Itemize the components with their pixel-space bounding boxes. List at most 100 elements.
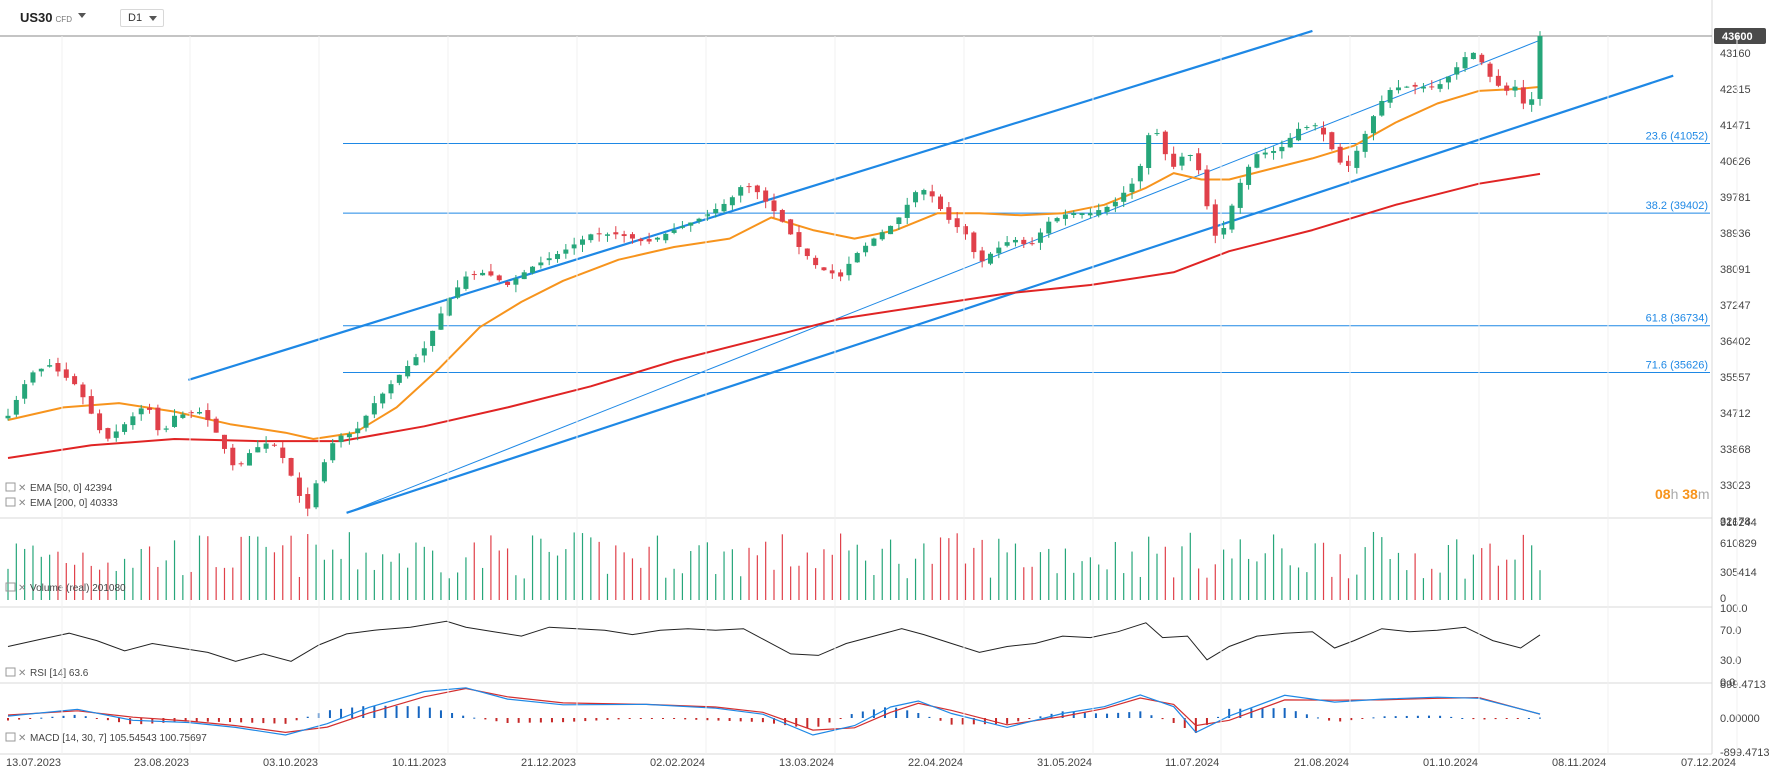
macd-histogram-bar [73, 714, 76, 718]
symbol-dropdown-icon[interactable] [78, 13, 86, 18]
volume-bar [848, 550, 850, 600]
candle-body [854, 253, 860, 263]
volume-bar [715, 574, 717, 600]
volume-legend-label: Volume (real) 201080 [30, 583, 126, 594]
volume-bar [1114, 541, 1116, 600]
macd-histogram-bar [961, 718, 964, 725]
volume-bar [182, 575, 184, 600]
volume-bar [265, 546, 267, 600]
macd-histogram-bar [206, 718, 209, 722]
candle-body [463, 276, 469, 289]
candle-body [679, 226, 685, 228]
candle-body [22, 384, 28, 399]
candle-body [1062, 214, 1068, 219]
candle-body [1487, 63, 1493, 77]
macd-histogram-bar [728, 718, 731, 721]
candle-body [55, 363, 61, 372]
volume-bar [165, 560, 167, 600]
volume-bar [656, 535, 659, 600]
candle-body [1337, 146, 1343, 163]
macd-histogram-bar [906, 710, 909, 718]
volume-bar [1289, 565, 1291, 600]
candle-body [221, 434, 227, 449]
candle-body [546, 258, 552, 261]
volume-bar [365, 552, 367, 600]
macd-histogram-bar [795, 718, 798, 727]
candle-body [13, 399, 19, 415]
candle-body [1362, 133, 1368, 152]
candle-body [1304, 127, 1310, 129]
volume-legend-menu-icon [5, 582, 16, 592]
candle-body [97, 413, 103, 431]
macd-histogram-bar [217, 718, 220, 722]
ema50-legend-menu-icon [5, 482, 16, 492]
macd-histogram-bar [628, 718, 631, 719]
volume-bar [348, 532, 350, 600]
candle-body [1504, 85, 1510, 91]
candle-body [38, 368, 44, 372]
macd-histogram-bar [661, 718, 664, 719]
macd-histogram-bar [1250, 708, 1253, 718]
volume-bar [407, 567, 409, 600]
volume-bar [382, 554, 384, 600]
price-axis-tick: 42315 [1720, 84, 1751, 96]
volume-bar [1264, 553, 1266, 600]
macd-axis-tick: -899.4713 [1720, 747, 1770, 759]
candle-body [1454, 67, 1460, 75]
timeframe-select[interactable]: D1 [120, 9, 164, 27]
macd-histogram-bar [928, 716, 931, 718]
candle-body [405, 365, 411, 377]
volume-bar [1531, 545, 1533, 600]
volume-bar [290, 535, 292, 600]
volume-bar [257, 536, 259, 600]
volume-bar [1098, 564, 1100, 600]
candle-body [1037, 232, 1043, 243]
volume-bar [631, 558, 634, 600]
volume-bar [673, 568, 675, 600]
macd-histogram-bar [306, 716, 309, 718]
volume-legend-close-icon: ✕ [18, 583, 26, 594]
volume-bar [273, 552, 276, 600]
volume-bar [157, 566, 159, 600]
macd-histogram-bar [1472, 718, 1475, 720]
volume-bar [1314, 543, 1316, 600]
volume-bar [798, 565, 800, 600]
volume-bar [815, 568, 817, 600]
volume-bar [581, 533, 584, 600]
price-axis-tick: 38091 [1720, 264, 1751, 276]
macd-histogram-bar [406, 706, 409, 718]
macd-axis-tick: 0.00000 [1720, 713, 1760, 725]
candle-body [904, 204, 910, 218]
symbol-selector[interactable]: US30 CFD [20, 10, 72, 25]
ema50-legend-label: EMA [50, 0] 42394 [30, 483, 113, 494]
candle-body [738, 187, 744, 196]
candle-body [338, 435, 344, 443]
volume-bar [1364, 547, 1366, 600]
macd-histogram-bar [995, 718, 998, 724]
macd-histogram-bar [1172, 718, 1175, 723]
macd-histogram-bar [650, 718, 653, 719]
volume-bar [998, 538, 1000, 600]
volume-bar [307, 534, 309, 600]
candle-body [1154, 133, 1160, 135]
macd-histogram-bar [1006, 718, 1009, 724]
macd-histogram-bar [739, 718, 742, 722]
macd-histogram-bar [40, 717, 43, 719]
chart-toolbar: US30 CFD D1 [0, 0, 1781, 36]
price-axis-tick: 37247 [1720, 300, 1751, 312]
candle-body [538, 262, 544, 266]
macd-histogram-bar [1128, 712, 1131, 718]
price-axis-tick: 32178 [1720, 516, 1751, 528]
volume-bar [473, 542, 475, 600]
candle-body [446, 298, 452, 316]
candle-body [280, 447, 286, 458]
macd-histogram-bar [972, 718, 975, 725]
candle-body [430, 330, 436, 346]
volume-bar [723, 551, 725, 600]
candle-body [1021, 239, 1027, 245]
macd-histogram-bar [1539, 717, 1541, 719]
candle-body [1212, 204, 1218, 236]
volume-bar [806, 552, 808, 600]
volume-bar [1406, 570, 1408, 600]
